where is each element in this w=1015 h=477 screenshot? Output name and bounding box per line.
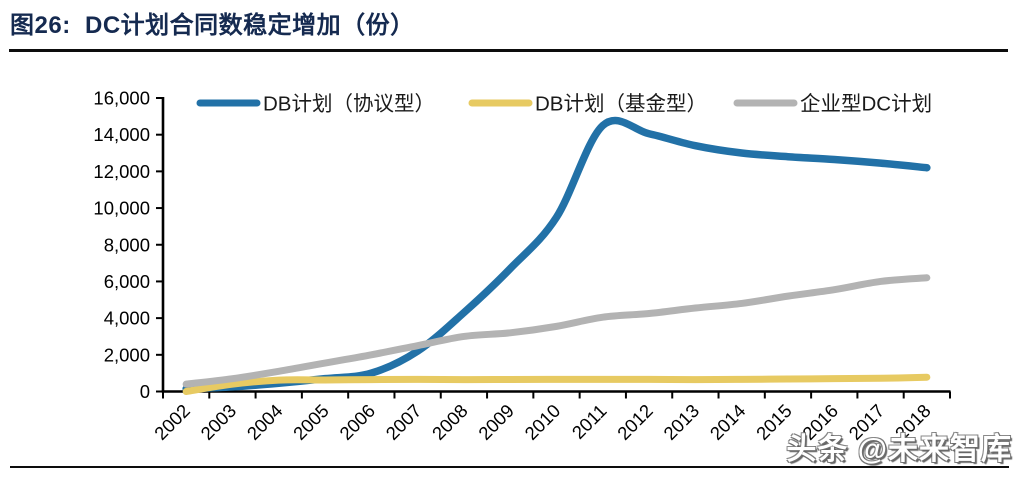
x-axis-tick-label: 2011: [568, 400, 611, 443]
legend-label-2: DB计划（基金型）: [535, 93, 707, 116]
series-line-2: [182, 373, 931, 395]
x-axis-tick-label: 2005: [289, 400, 333, 444]
x-axis-tick-label: 2004: [243, 400, 287, 444]
x-axis-tick-label: 2003: [196, 400, 240, 444]
legend-label-3: 企业型DC计划: [800, 93, 932, 116]
title-divider: [9, 49, 1008, 52]
x-axis-tick-label: 2006: [335, 400, 379, 444]
y-axis-tick-label: 2,000: [104, 344, 150, 365]
y-axis-tick-label: 14,000: [93, 124, 150, 145]
y-axis-tick-label: 16,000: [93, 88, 150, 109]
y-axis-tick-label: 10,000: [93, 198, 150, 219]
x-axis-tick-label: 2009: [474, 400, 518, 444]
watermark: 头条 @未来智库: [786, 433, 1012, 466]
x-axis-tick-label: 2007: [381, 400, 425, 444]
figure-title: 图26: DC计划合同数稳定增加（份）: [10, 12, 415, 39]
x-axis-tick-label: 2014: [706, 400, 750, 444]
x-axis-tick-label: 2002: [150, 400, 194, 444]
bottom-divider: [10, 466, 1009, 468]
y-axis-tick-label: 8,000: [104, 234, 150, 255]
y-axis-tick-label: 6,000: [104, 271, 150, 292]
y-axis-tick-label: 4,000: [104, 308, 150, 329]
x-axis-tick-label: 2012: [613, 400, 657, 444]
x-axis-tick-label: 2010: [520, 400, 564, 444]
y-axis-tick-label: 12,000: [93, 161, 150, 182]
y-axis-tick-label: 0: [140, 381, 150, 402]
x-axis-tick-label: 2008: [428, 400, 472, 444]
series-line-3: [182, 274, 931, 388]
series-line-1: [182, 116, 931, 393]
x-axis-tick-label: 2013: [659, 400, 703, 444]
legend-label-1: DB计划（协议型）: [263, 93, 435, 116]
